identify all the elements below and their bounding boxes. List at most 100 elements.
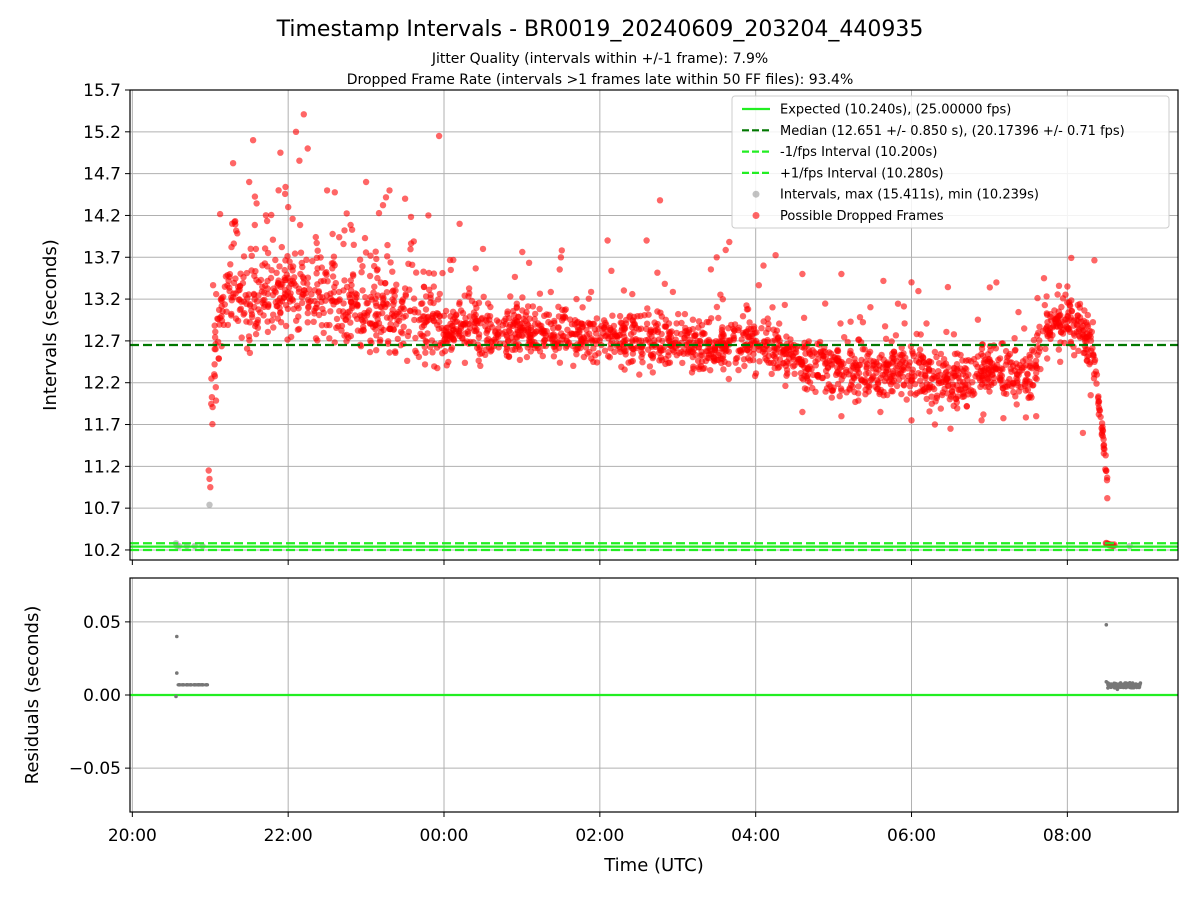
data-point xyxy=(777,349,785,356)
data-point xyxy=(574,346,581,353)
data-point xyxy=(963,403,970,410)
data-point xyxy=(552,346,559,353)
data-point xyxy=(1102,467,1110,475)
data-point xyxy=(978,350,985,358)
data-point xyxy=(335,288,343,296)
data-point xyxy=(923,380,930,387)
data-point xyxy=(365,307,373,314)
data-point xyxy=(532,310,539,318)
data-point xyxy=(1074,322,1081,329)
data-point xyxy=(282,322,290,330)
data-point xyxy=(323,271,330,278)
data-point xyxy=(1090,353,1097,360)
data-point xyxy=(654,308,661,315)
data-point xyxy=(915,370,922,377)
data-point xyxy=(475,334,483,341)
data-point xyxy=(823,372,831,379)
data-point xyxy=(524,303,532,310)
data-point xyxy=(799,408,806,416)
data-point xyxy=(801,385,809,392)
data-point xyxy=(411,316,418,324)
data-point xyxy=(765,352,772,360)
residual-point xyxy=(199,683,203,687)
data-point xyxy=(1026,351,1033,359)
data-point xyxy=(374,292,381,299)
data-point xyxy=(502,315,509,323)
y-tick-label: 0.00 xyxy=(83,686,121,706)
data-point xyxy=(1024,370,1031,377)
data-point xyxy=(520,327,528,334)
legend-swatch xyxy=(752,190,760,198)
data-point xyxy=(1100,442,1107,449)
data-point xyxy=(232,221,239,228)
data-point xyxy=(877,408,884,416)
intervals-y-ticks: 10.2 10.7 11.2 11.7 12.2 12.7 13.2 13.7 14.2 14.7… xyxy=(83,81,130,561)
residual-point xyxy=(186,683,190,687)
data-point xyxy=(608,267,615,274)
data-point xyxy=(281,190,289,198)
data-point xyxy=(1034,294,1041,302)
data-point xyxy=(999,381,1006,389)
data-point xyxy=(1004,354,1011,361)
data-point xyxy=(822,353,829,360)
x-axis-label: Time (UTC) xyxy=(603,855,704,876)
data-point xyxy=(367,252,374,259)
x-tick-label: 08:00 xyxy=(1043,826,1092,846)
data-point xyxy=(988,360,996,367)
data-point xyxy=(1095,411,1103,418)
data-point xyxy=(1013,401,1020,408)
data-point xyxy=(648,352,655,359)
data-point xyxy=(908,417,915,424)
data-point xyxy=(268,267,275,274)
data-point xyxy=(327,308,334,315)
data-point xyxy=(1084,311,1092,319)
data-point xyxy=(312,233,319,241)
data-point xyxy=(679,359,686,367)
data-point xyxy=(1013,360,1020,367)
data-point xyxy=(590,345,597,352)
data-point xyxy=(1071,352,1078,359)
data-point xyxy=(772,252,779,259)
data-point xyxy=(954,405,961,412)
data-point xyxy=(404,357,411,364)
data-point xyxy=(951,365,958,372)
data-point xyxy=(448,346,455,353)
data-point xyxy=(1010,388,1017,396)
data-point xyxy=(768,370,775,378)
data-point xyxy=(399,298,406,306)
data-point xyxy=(580,353,588,361)
data-point xyxy=(465,293,472,300)
data-point xyxy=(212,397,220,404)
data-point xyxy=(656,357,663,364)
data-point xyxy=(329,265,336,272)
data-point xyxy=(348,304,356,311)
data-point xyxy=(539,352,546,360)
data-point xyxy=(785,360,792,367)
data-point xyxy=(654,269,661,276)
data-point xyxy=(1000,415,1007,422)
data-point xyxy=(838,387,845,394)
data-point xyxy=(965,357,972,364)
data-point xyxy=(1032,357,1040,364)
data-point xyxy=(783,333,790,340)
data-point xyxy=(243,318,250,325)
data-point xyxy=(402,291,409,298)
data-point xyxy=(946,396,953,403)
data-point xyxy=(209,420,216,428)
data-point xyxy=(570,362,577,369)
data-point xyxy=(384,340,392,347)
data-point xyxy=(285,203,292,211)
data-point xyxy=(1095,398,1102,405)
data-point xyxy=(326,335,333,342)
data-point xyxy=(264,263,271,270)
data-point xyxy=(986,388,993,395)
data-point xyxy=(990,379,998,387)
residual-point xyxy=(175,671,179,675)
data-point xyxy=(915,359,923,366)
data-point xyxy=(643,237,650,244)
data-point xyxy=(374,274,381,282)
data-point xyxy=(822,367,830,374)
data-point xyxy=(1054,291,1061,298)
chart-subtitle-dropped: Dropped Frame Rate (intervals >1 frames … xyxy=(347,72,854,88)
data-point xyxy=(892,332,900,339)
